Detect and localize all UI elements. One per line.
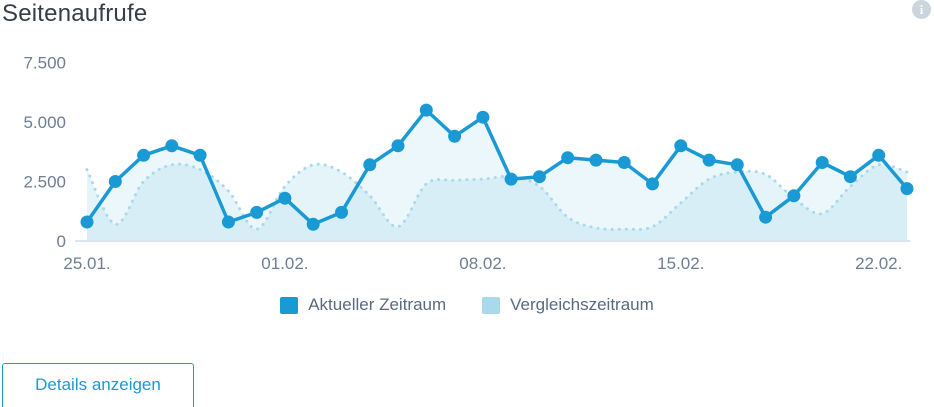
current-period-swatch-icon xyxy=(280,296,299,314)
legend-item-comparison[interactable]: Vergleichszeitraum xyxy=(482,295,654,315)
current-area xyxy=(87,110,907,241)
data-point-marker[interactable] xyxy=(843,170,857,184)
data-point-marker[interactable] xyxy=(137,148,151,162)
x-tick-label: 22.02. xyxy=(855,254,902,273)
data-point-marker[interactable] xyxy=(617,156,631,169)
data-point-marker[interactable] xyxy=(363,158,377,172)
line-chart: 0 2.500 5.000 7.500 25.01. 01.02. 08.02. 15.02.… xyxy=(23,54,914,273)
details-button[interactable]: Details anzeigen xyxy=(2,363,194,407)
data-point-marker[interactable] xyxy=(730,158,744,172)
comparison-line xyxy=(85,162,909,231)
chart-legend: Aktueller Zeitraum Vergleichszeitraum xyxy=(0,295,934,315)
data-point-marker[interactable] xyxy=(419,103,433,117)
data-point-marker[interactable] xyxy=(872,148,886,162)
comparison-period-swatch-icon xyxy=(482,296,501,314)
data-point-marker[interactable] xyxy=(80,215,94,229)
data-point-marker[interactable] xyxy=(250,205,264,219)
data-point-marker[interactable] xyxy=(221,215,235,229)
data-point-marker[interactable] xyxy=(165,139,179,153)
info-icon[interactable]: i xyxy=(912,0,931,19)
y-tick-label: 2.500 xyxy=(23,173,66,192)
data-point-marker[interactable] xyxy=(476,110,490,124)
data-point-marker[interactable] xyxy=(306,217,320,231)
data-point-marker[interactable] xyxy=(504,172,518,186)
data-point-marker[interactable] xyxy=(561,151,575,165)
legend-label: Aktueller Zeitraum xyxy=(308,295,447,314)
legend-label: Vergleichszeitraum xyxy=(510,295,654,314)
data-point-marker[interactable] xyxy=(589,153,603,167)
data-point-marker[interactable] xyxy=(278,191,292,205)
data-point-marker[interactable] xyxy=(759,210,773,224)
data-point-marker[interactable] xyxy=(193,148,207,162)
y-tick-label: 5.000 xyxy=(23,113,66,132)
y-tick-label: 7.500 xyxy=(23,54,66,73)
data-point-marker[interactable] xyxy=(646,177,659,191)
data-point-marker[interactable] xyxy=(335,205,348,219)
data-point-marker[interactable] xyxy=(787,189,801,203)
x-tick-label: 25.01. xyxy=(63,254,110,273)
data-point-marker[interactable] xyxy=(815,156,829,169)
data-point-marker[interactable] xyxy=(900,182,914,196)
page-title: Seitenaufrufe xyxy=(2,0,148,27)
y-tick-label: 0 xyxy=(57,232,66,251)
data-point-marker[interactable] xyxy=(391,139,405,153)
chart-svg: 0 2.500 5.000 7.500 25.01. 01.02. 08.02. 15.02.… xyxy=(23,54,914,273)
data-point-marker[interactable] xyxy=(532,170,546,184)
data-point-marker[interactable] xyxy=(448,129,462,143)
data-point-marker[interactable] xyxy=(108,175,122,188)
legend-item-current[interactable]: Aktueller Zeitraum xyxy=(280,295,446,315)
x-tick-label: 08.02. xyxy=(459,254,506,273)
data-point-marker[interactable] xyxy=(674,139,688,153)
x-tick-label: 15.02. xyxy=(657,254,704,273)
data-point-marker[interactable] xyxy=(702,153,716,167)
x-tick-label: 01.02. xyxy=(261,254,308,273)
comparison-area xyxy=(87,164,907,241)
